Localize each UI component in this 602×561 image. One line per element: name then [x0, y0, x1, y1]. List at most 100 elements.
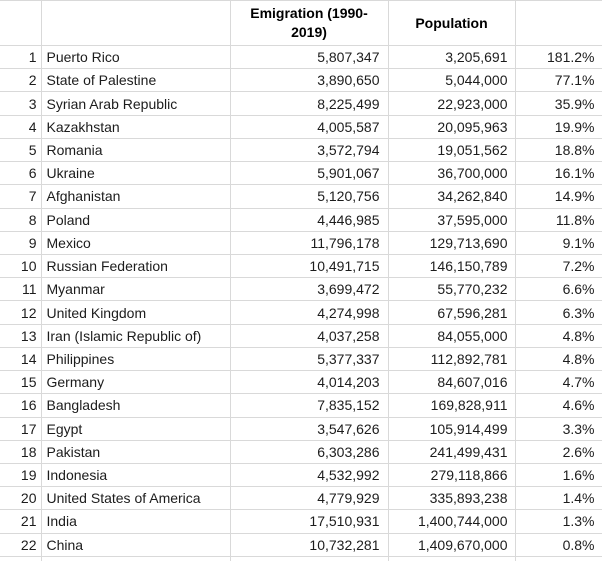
rank-cell[interactable]: 4 — [0, 114, 42, 139]
population-cell[interactable]: 279,118,866 — [387, 462, 516, 488]
header-population-cell[interactable]: Population — [387, 0, 516, 46]
population-cell[interactable]: 34,262,840 — [387, 184, 516, 209]
percent-cell[interactable]: 1.3% — [514, 509, 602, 534]
population-cell[interactable]: 36,700,000 — [387, 161, 516, 186]
population-cell[interactable]: 3,205,691 — [387, 44, 516, 70]
percent-cell[interactable]: 11.8% — [514, 207, 602, 232]
population-cell[interactable]: 335,893,238 — [387, 486, 516, 511]
rank-cell[interactable]: 18 — [0, 439, 42, 464]
percent-cell[interactable]: 19.9% — [514, 114, 602, 139]
population-cell[interactable]: 129,713,690 — [387, 230, 516, 255]
emigration-cell[interactable]: 17,510,931 — [229, 509, 389, 534]
population-cell[interactable]: 22,923,000 — [387, 91, 516, 116]
emigration-cell[interactable]: 3,547,626 — [229, 416, 389, 441]
emigration-cell[interactable]: 10,732,281 — [229, 532, 389, 557]
country-cell[interactable]: Pakistan — [40, 439, 231, 464]
header-country-cell[interactable] — [40, 0, 231, 46]
country-cell[interactable]: Ukraine — [40, 161, 231, 186]
rank-cell[interactable]: 16 — [0, 393, 42, 418]
country-cell[interactable]: Bangladesh — [40, 393, 231, 418]
country-cell[interactable]: Iran (Islamic Republic of) — [40, 323, 231, 348]
rank-cell[interactable]: 21 — [0, 509, 42, 534]
emigration-cell[interactable]: 11,796,178 — [229, 230, 389, 255]
emigration-cell[interactable]: 7,835,152 — [229, 393, 389, 418]
emigration-cell[interactable]: 8,225,499 — [229, 91, 389, 116]
country-cell[interactable]: Romania — [40, 137, 231, 163]
rank-cell[interactable]: 19 — [0, 462, 42, 488]
percent-cell[interactable]: 2.6% — [514, 439, 602, 464]
country-cell[interactable]: China — [40, 532, 231, 557]
emigration-cell[interactable]: 4,446,985 — [229, 207, 389, 232]
population-cell[interactable]: 20,095,963 — [387, 114, 516, 139]
country-cell[interactable]: United States of America — [40, 486, 231, 511]
emigration-cell[interactable]: 3,572,794 — [229, 137, 389, 163]
rank-cell[interactable]: 1 — [0, 44, 42, 70]
emigration-cell[interactable]: 4,274,998 — [229, 300, 389, 325]
country-cell[interactable]: India — [40, 509, 231, 534]
percent-cell[interactable]: 35.9% — [514, 91, 602, 116]
population-cell[interactable]: 67,596,281 — [387, 300, 516, 325]
country-cell[interactable]: United Kingdom — [40, 300, 231, 325]
country-cell[interactable]: Afghanistan — [40, 184, 231, 209]
rank-cell[interactable]: 20 — [0, 486, 42, 511]
population-cell[interactable]: 112,892,781 — [387, 346, 516, 372]
rank-cell[interactable]: 14 — [0, 346, 42, 372]
percent-cell[interactable]: 4.7% — [514, 370, 602, 395]
emigration-cell[interactable]: 3,699,472 — [229, 277, 389, 302]
population-cell[interactable]: 1,409,670,000 — [387, 532, 516, 557]
population-cell[interactable]: 169,828,911 — [387, 393, 516, 418]
percent-cell[interactable]: 1.4% — [514, 486, 602, 511]
percent-cell[interactable]: 77.1% — [514, 68, 602, 93]
population-cell[interactable]: 146,150,789 — [387, 253, 516, 279]
percent-cell[interactable]: 4.8% — [514, 346, 602, 372]
percent-cell[interactable]: 1.6% — [514, 462, 602, 488]
rank-cell[interactable]: 3 — [0, 91, 42, 116]
rank-cell[interactable]: 5 — [0, 137, 42, 163]
emigration-cell[interactable]: 6,303,286 — [229, 439, 389, 464]
country-cell[interactable]: Myanmar — [40, 277, 231, 302]
country-cell[interactable]: Indonesia — [40, 462, 231, 488]
rank-cell[interactable]: 2 — [0, 68, 42, 93]
country-cell[interactable]: State of Palestine — [40, 68, 231, 93]
emigration-cell[interactable]: 5,807,347 — [229, 44, 389, 70]
percent-cell[interactable]: 16.1% — [514, 161, 602, 186]
emigration-cell[interactable]: 5,377,337 — [229, 346, 389, 372]
rank-cell[interactable]: 8 — [0, 207, 42, 232]
percent-cell[interactable]: 6.3% — [514, 300, 602, 325]
population-cell[interactable]: 105,914,499 — [387, 416, 516, 441]
header-emigration-cell[interactable]: Emigration (1990-2019) — [229, 0, 389, 46]
population-cell[interactable]: 19,051,562 — [387, 137, 516, 163]
emigration-cell[interactable]: 4,779,929 — [229, 486, 389, 511]
rank-cell[interactable]: 7 — [0, 184, 42, 209]
country-cell[interactable]: Philippines — [40, 346, 231, 372]
percent-cell[interactable]: 6.6% — [514, 277, 602, 302]
rank-cell[interactable]: 22 — [0, 532, 42, 557]
rank-cell[interactable]: 13 — [0, 323, 42, 348]
percent-cell[interactable]: 4.6% — [514, 393, 602, 418]
population-cell[interactable]: 84,055,000 — [387, 323, 516, 348]
emigration-cell[interactable]: 4,037,258 — [229, 323, 389, 348]
country-cell[interactable]: Egypt — [40, 416, 231, 441]
population-cell[interactable]: 55,770,232 — [387, 277, 516, 302]
rank-cell[interactable]: 10 — [0, 253, 42, 279]
percent-cell[interactable]: 7.2% — [514, 253, 602, 279]
country-cell[interactable]: Russian Federation — [40, 253, 231, 279]
percent-cell[interactable]: 0.8% — [514, 532, 602, 557]
rank-cell[interactable]: 9 — [0, 230, 42, 255]
population-cell[interactable]: 37,595,000 — [387, 207, 516, 232]
population-cell[interactable]: 1,400,744,000 — [387, 509, 516, 534]
emigration-cell[interactable]: 5,120,756 — [229, 184, 389, 209]
emigration-cell[interactable]: 5,901,067 — [229, 161, 389, 186]
population-cell[interactable]: 241,499,431 — [387, 439, 516, 464]
emigration-cell[interactable]: 4,005,587 — [229, 114, 389, 139]
country-cell[interactable]: Kazakhstan — [40, 114, 231, 139]
emigration-cell[interactable]: 4,532,992 — [229, 462, 389, 488]
country-cell[interactable]: Poland — [40, 207, 231, 232]
percent-cell[interactable]: 3.3% — [514, 416, 602, 441]
country-cell[interactable]: Mexico — [40, 230, 231, 255]
rank-cell[interactable]: 6 — [0, 161, 42, 186]
rank-cell[interactable]: 15 — [0, 370, 42, 395]
country-cell[interactable]: Puerto Rico — [40, 44, 231, 70]
header-percent-cell[interactable] — [514, 0, 602, 46]
population-cell[interactable]: 5,044,000 — [387, 68, 516, 93]
